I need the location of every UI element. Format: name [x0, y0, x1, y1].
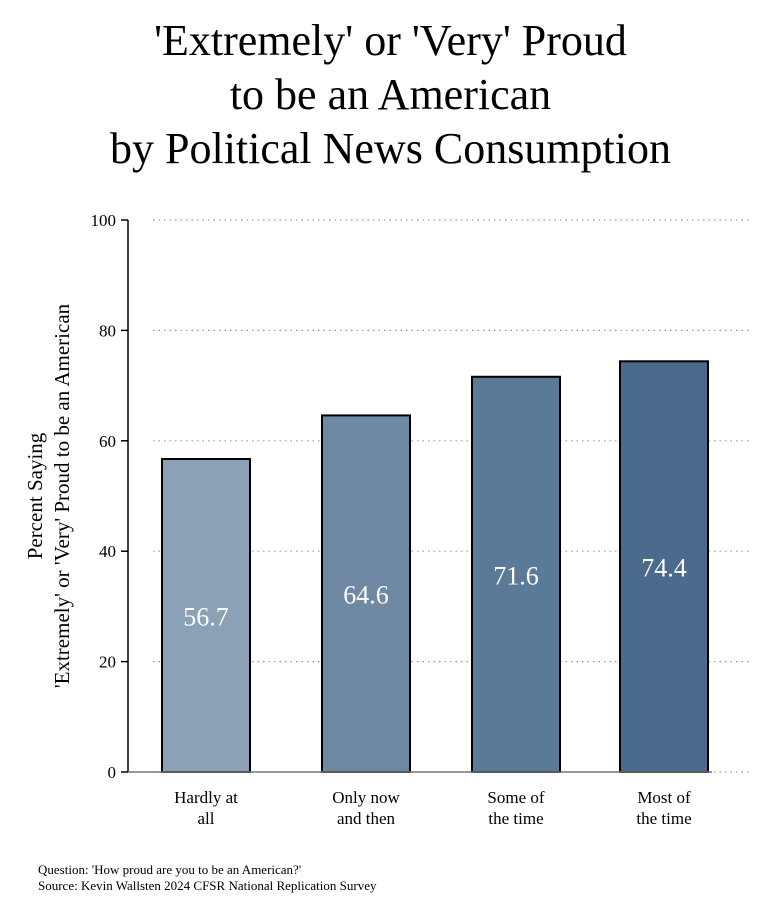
x-tick-label-3-line-1: Some of: [487, 788, 544, 807]
y-tick-label-100: 100: [91, 211, 117, 230]
y-tick-label-60: 60: [99, 432, 116, 451]
x-tick-label-1-line-1: Hardly at: [174, 788, 238, 807]
bar-value-label-3: 71.6: [493, 561, 539, 590]
bar-value-label-2: 64.6: [343, 581, 389, 610]
bar-2: [321, 414, 411, 773]
y-tick-label-0: 0: [108, 763, 117, 782]
x-tick-label-2-line-2: and then: [337, 809, 396, 828]
x-tick-label-2-line-1: Only now: [332, 788, 400, 807]
x-tick-label-4-line-2: the time: [636, 809, 691, 828]
title-line-3: by Political News Consumption: [110, 124, 671, 173]
y-axis-title-line-1: Percent Saying: [23, 432, 47, 559]
bar-1: [161, 458, 251, 773]
source-caption: Source: Kevin Wallsten 2024 CFSR Nationa…: [38, 878, 377, 893]
y-axis-title-line-2: 'Extremely' or 'Very' Proud to be an Ame…: [50, 303, 74, 688]
x-tick-label-3-line-2: the time: [488, 809, 543, 828]
bar-4: [619, 360, 709, 773]
x-tick-label-4-line-1: Most of: [637, 788, 691, 807]
y-tick-label-40: 40: [99, 542, 116, 561]
question-caption: Question: 'How proud are you to be an Am…: [38, 862, 302, 877]
title-line-1: 'Extremely' or 'Very' Proud: [154, 16, 627, 65]
y-tick-label-80: 80: [99, 321, 116, 340]
title-line-2: to be an American: [229, 70, 552, 119]
chart-title: 'Extremely' or 'Very' Proud to be an Ame…: [0, 14, 781, 176]
x-tick-label-1-line-2: all: [198, 809, 215, 828]
bar-value-label-4: 74.4: [641, 554, 687, 583]
y-tick-label-20: 20: [99, 653, 116, 672]
bar-3: [471, 375, 561, 773]
bar-value-label-1: 56.7: [183, 603, 229, 632]
